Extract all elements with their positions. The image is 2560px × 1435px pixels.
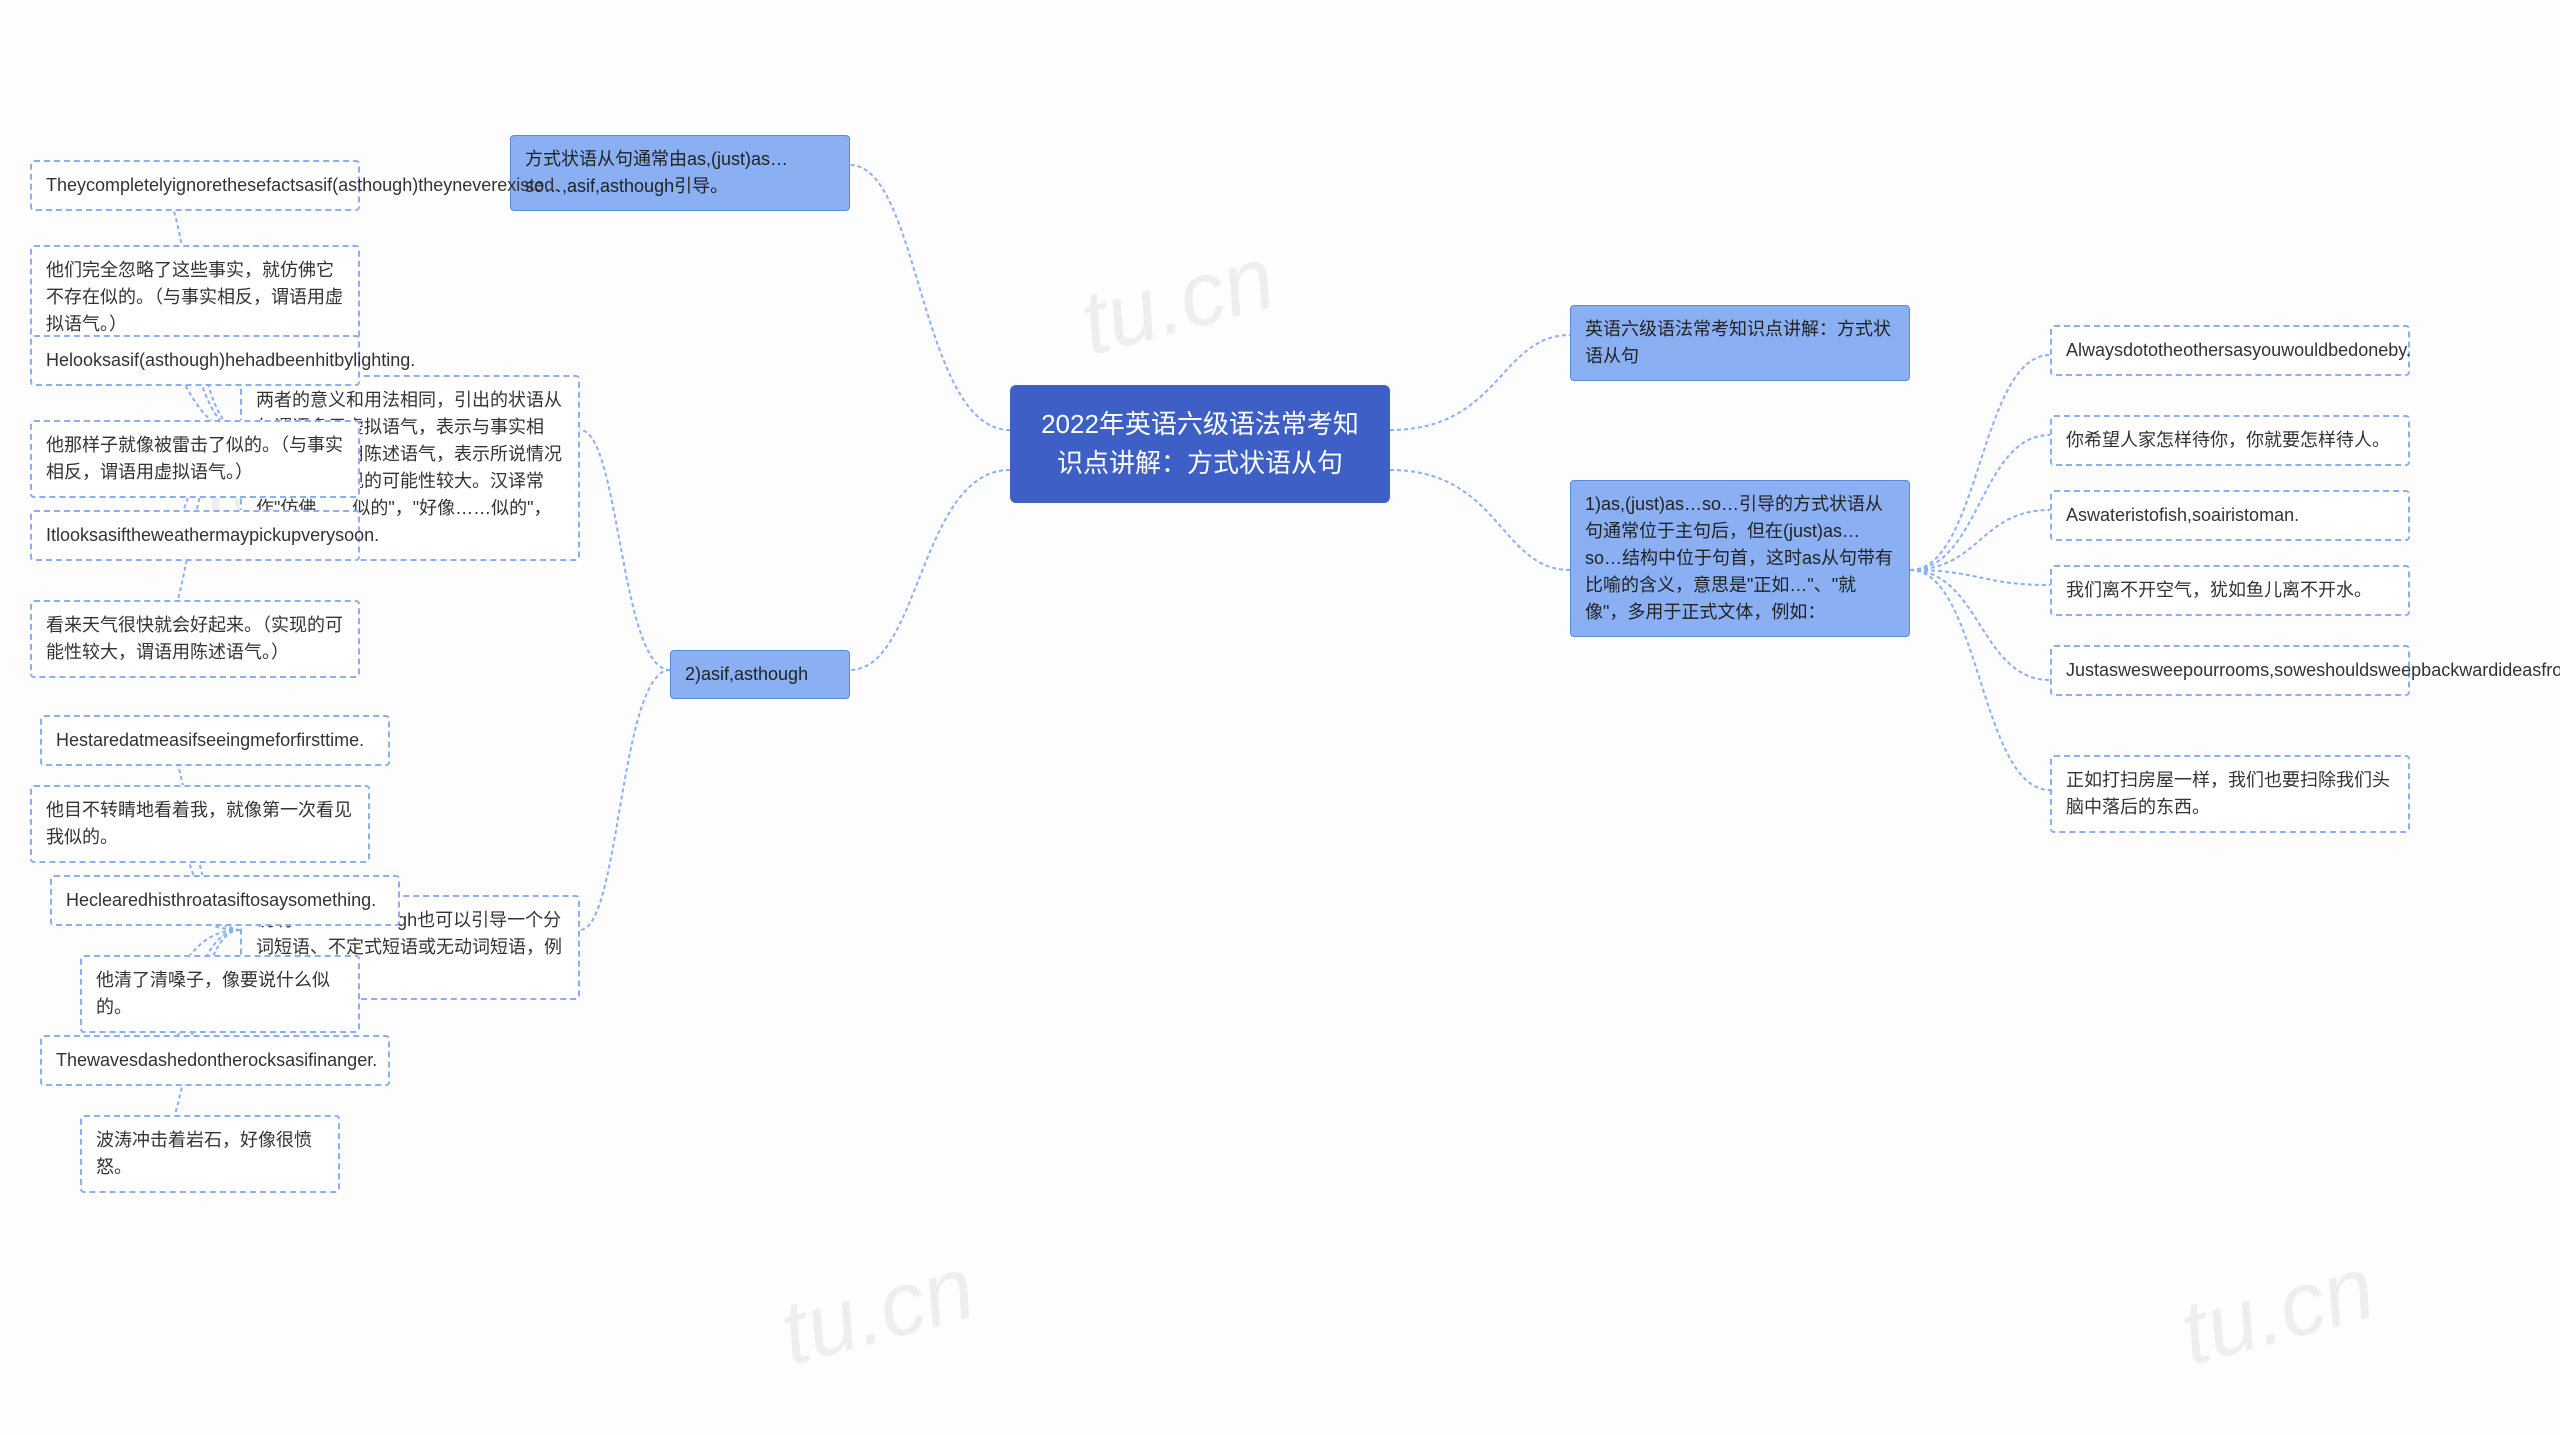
left-leaf: 波涛冲击着岩石，好像很愤怒。	[80, 1115, 340, 1193]
right-item-2: 1)as,(just)as…so…引导的方式状语从句通常位于主句后，但在(jus…	[1570, 480, 1910, 637]
left-leaf: Helooksasif(asthough)hehadbeenhitbylight…	[30, 335, 360, 386]
watermark: tu.cn	[1070, 227, 1285, 377]
left-leaf: Theycompletelyignorethesefactsasif(astho…	[30, 160, 360, 211]
watermark: tu.cn	[770, 1237, 985, 1387]
right-leaf: Aswateristofish,soairistoman.	[2050, 490, 2410, 541]
left-leaf: 他那样子就像被雷击了似的。（与事实相反，谓语用虚拟语气。）	[30, 420, 360, 498]
left-item-1: 方式状语从句通常由as,(just)as…so…,asif,asthough引导…	[510, 135, 850, 211]
left-leaf: Itlooksasiftheweathermaypickupverysoon.	[30, 510, 360, 561]
left-leaf: Thewavesdashedontherocksasifinanger.	[40, 1035, 390, 1086]
left-leaf: Heclearedhisthroatasiftosaysomething.	[50, 875, 400, 926]
left-leaf: 他清了清嗓子，像要说什么似的。	[80, 955, 360, 1033]
left-leaf: 看来天气很快就会好起来。（实现的可能性较大，谓语用陈述语气。）	[30, 600, 360, 678]
right-leaf: Alwaysdototheothersasyouwouldbedoneby.	[2050, 325, 2410, 376]
right-leaf: 我们离不开空气，犹如鱼儿离不开水。	[2050, 565, 2410, 616]
right-leaf: 你希望人家怎样待你，你就要怎样待人。	[2050, 415, 2410, 466]
root-node: 2022年英语六级语法常考知识点讲解：方式状语从句	[1010, 385, 1390, 503]
watermark: tu.cn	[2170, 1237, 2385, 1387]
left-item-2: 2)asif,asthough	[670, 650, 850, 699]
right-leaf: 正如打扫房屋一样，我们也要扫除我们头脑中落后的东西。	[2050, 755, 2410, 833]
left-leaf: 他目不转睛地看着我，就像第一次看见我似的。	[30, 785, 370, 863]
right-item-1: 英语六级语法常考知识点讲解：方式状语从句	[1570, 305, 1910, 381]
left-leaf: Hestaredatmeasifseeingmeforfirsttime.	[40, 715, 390, 766]
right-leaf: Justaswesweepourrooms,soweshouldsweepbac…	[2050, 645, 2410, 696]
